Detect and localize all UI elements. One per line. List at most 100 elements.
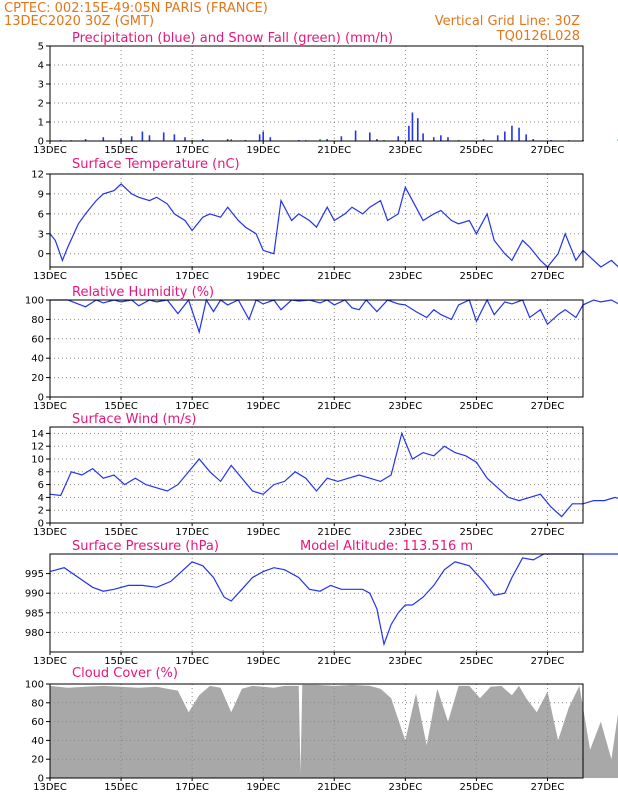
precip-title: Precipitation (blue) and Snow Fall (gree… (72, 31, 393, 46)
y-tick-label: 4 (38, 61, 44, 72)
x-tick-label: 13DEC (33, 145, 67, 156)
y-tick-label: 980 (25, 628, 44, 639)
x-tick-label: 25DEC (460, 271, 494, 282)
x-tick-label: 25DEC (460, 401, 494, 412)
x-tick-label: 15DEC (104, 271, 138, 282)
x-tick-label: 23DEC (388, 401, 422, 412)
header-code: TQ0126L028 (496, 29, 580, 44)
x-tick-label: 19DEC (246, 656, 280, 667)
precip-bar (130, 136, 133, 141)
x-tick-label: 21DEC (317, 782, 351, 793)
precip-bar (504, 131, 506, 141)
x-tick-label: 25DEC (460, 656, 494, 667)
precip-bar (482, 139, 485, 141)
wind-frame (49, 426, 584, 524)
precip-bar (369, 132, 371, 141)
x-tick-label: 23DEC (388, 782, 422, 793)
y-tick-label: 10 (31, 455, 44, 466)
x-tick-label: 27DEC (531, 271, 565, 282)
temp-line (49, 183, 618, 268)
x-tick-label: 23DEC (388, 527, 422, 538)
x-tick-label: 21DEC (317, 656, 351, 667)
x-tick-label: 27DEC (531, 401, 565, 412)
y-tick-label: 12 (31, 442, 44, 453)
precip-bar (532, 139, 535, 141)
x-tick-label: 13DEC (33, 271, 67, 282)
precip-bar (422, 133, 424, 141)
y-tick-label: 12 (31, 170, 44, 181)
wind-title: Surface Wind (m/s) (72, 412, 196, 427)
precip-bar (340, 136, 343, 141)
precip-bar (354, 130, 357, 141)
precip-bar (440, 135, 442, 141)
y-tick-label: 3 (38, 229, 44, 240)
y-tick-label: 8 (38, 467, 44, 478)
precip-bar (173, 134, 176, 141)
precip-bar (447, 137, 449, 141)
model-altitude-label: Model Altitude: 113.516 m (300, 539, 473, 554)
x-tick-label: 19DEC (246, 782, 280, 793)
x-tick-label: 23DEC (388, 656, 422, 667)
header-grid-note: Vertical Grid Line: 30Z (435, 14, 580, 29)
y-tick-label: 100 (25, 680, 44, 691)
x-tick-label: 27DEC (531, 656, 565, 667)
header-date: 13DEC2020 30Z (GMT) (4, 14, 154, 29)
y-tick-label: 100 (25, 296, 44, 307)
rh-line (50, 298, 618, 335)
y-tick-label: 80 (31, 315, 44, 326)
pressure-frame (49, 553, 584, 653)
precip-bar (258, 134, 261, 141)
x-tick-label: 25DEC (460, 782, 494, 793)
precip-bar (269, 137, 272, 141)
precip-bar (511, 125, 513, 141)
x-tick-label: 13DEC (33, 527, 67, 538)
precip-bar (518, 127, 520, 141)
precip-bar (162, 132, 165, 141)
y-tick-label: 4 (38, 493, 44, 504)
precip-frame (49, 45, 584, 142)
y-tick-label: 2 (38, 99, 44, 110)
x-tick-label: 17DEC (175, 527, 209, 538)
x-tick-label: 21DEC (317, 401, 351, 412)
precip-bar (262, 131, 264, 141)
y-tick-label: 14 (31, 429, 44, 440)
precip-bar (102, 137, 105, 141)
x-tick-label: 15DEC (104, 782, 138, 793)
x-tick-label: 27DEC (531, 527, 565, 538)
y-tick-label: 1 (38, 118, 44, 129)
y-tick-label: 20 (31, 373, 44, 384)
y-tick-label: 0 (38, 519, 44, 530)
precip-bar (525, 134, 527, 141)
y-tick-label: 5 (38, 42, 44, 53)
rh-title: Relative Humidity (%) (72, 285, 214, 300)
y-tick-label: 40 (31, 736, 44, 747)
precip-bar (120, 138, 122, 141)
x-tick-label: 27DEC (531, 145, 565, 156)
x-tick-label: 15DEC (104, 145, 138, 156)
y-tick-label: 80 (31, 698, 44, 709)
precip-bar (141, 131, 144, 141)
temp-frame (49, 173, 584, 268)
y-tick-label: 60 (31, 334, 44, 345)
x-tick-label: 19DEC (246, 145, 280, 156)
y-tick-label: 0 (38, 249, 44, 260)
y-tick-label: 3 (38, 80, 44, 91)
x-tick-label: 19DEC (246, 527, 280, 538)
y-tick-label: 6 (38, 209, 44, 220)
temp-panel: 0 3 6 9 12 13DEC 15DEC 17DEC 19DEC 21DEC 23DEC 25DE… (31, 157, 618, 282)
x-tick-label: 21DEC (317, 145, 351, 156)
rh-panel: 0 20 40 60 80 100 13DEC 15DEC 17DEC 19DEC 21DEC 23D… (25, 285, 618, 412)
y-tick-label: 0 (38, 774, 44, 785)
x-tick-label: 25DEC (460, 145, 494, 156)
y-tick-label: 2 (38, 506, 44, 517)
precip-panel: 0 1 2 3 4 5 13DEC 15DEC 17DEC 19DEC 21DEC 23DEC 25DE… (33, 31, 618, 156)
y-tick-label: 0 (38, 393, 44, 404)
x-tick-label: 27DEC (531, 782, 565, 793)
x-tick-label: 21DEC (317, 527, 351, 538)
x-tick-label: 17DEC (175, 656, 209, 667)
rh-frame (49, 299, 584, 398)
x-tick-label: 15DEC (104, 401, 138, 412)
x-tick-label: 13DEC (33, 782, 67, 793)
x-tick-label: 17DEC (175, 271, 209, 282)
